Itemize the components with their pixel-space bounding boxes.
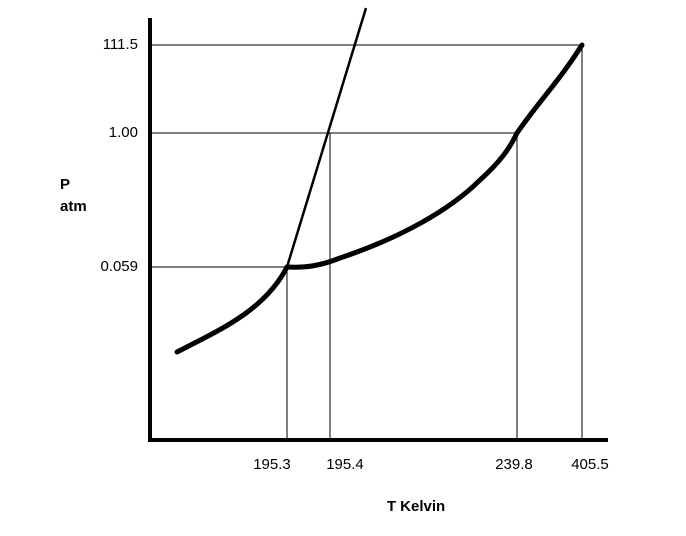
y-title: P	[60, 176, 70, 193]
y-title: atm	[60, 198, 87, 215]
x-label: 239.8	[495, 456, 533, 473]
y-label: 0.059	[100, 258, 138, 275]
y-label: 111.5	[103, 36, 138, 53]
vaporization-curve	[284, 42, 585, 270]
x-label: 405.5	[571, 456, 609, 473]
sublimation-curve	[174, 264, 290, 355]
x-label: 195.3	[253, 456, 291, 473]
guide-lines	[150, 44, 583, 440]
x-title: T Kelvin	[387, 498, 445, 515]
melting-curve	[285, 7, 368, 268]
axes	[148, 18, 608, 442]
x-label: 195.4	[326, 456, 364, 473]
y-label: 1.00	[109, 124, 138, 141]
